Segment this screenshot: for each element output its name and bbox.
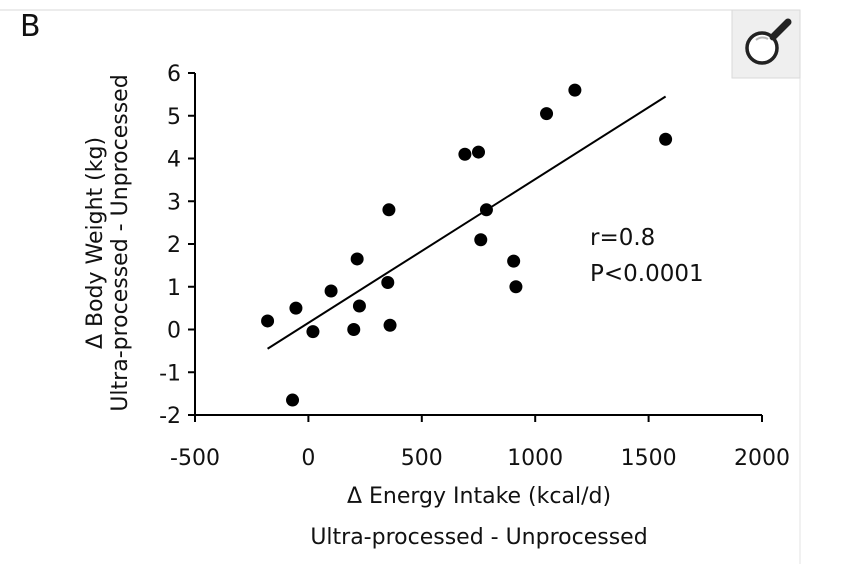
- data-point: [479, 203, 493, 217]
- data-point: [286, 393, 300, 407]
- x-tick-label: 1000: [507, 446, 563, 471]
- trend-line-group: [267, 95, 667, 350]
- data-point: [458, 147, 472, 161]
- x-tick-label: 0: [301, 446, 315, 471]
- data-point: [350, 252, 364, 266]
- p-value-label: P<0.0001: [590, 261, 704, 287]
- zoom-button[interactable]: [731, 9, 801, 79]
- x-tick-label: 1500: [621, 446, 677, 471]
- y-tick-label: 6: [167, 62, 181, 87]
- y-axis-title-line1: Δ Body Weight (kg): [83, 137, 108, 349]
- y-tick-label: 5: [167, 105, 181, 130]
- data-point: [509, 280, 523, 294]
- x-tick-label: 500: [401, 446, 443, 471]
- x-tick-labels: -500 0 500 1000 1500 2000: [170, 446, 790, 471]
- data-point: [568, 83, 582, 97]
- y-tick-label: 0: [167, 319, 181, 344]
- y-tick-labels: -2 -1 0 1 2 3 4 5 6: [159, 62, 181, 429]
- y-tick-label: -1: [159, 361, 181, 386]
- panel-label: B: [20, 9, 41, 44]
- correlation-label: r=0.8: [590, 225, 655, 251]
- data-point: [261, 314, 275, 328]
- y-axis-title: Δ Body Weight (kg) Ultra-processed - Unp…: [83, 74, 133, 411]
- data-point: [347, 323, 361, 336]
- data-point: [381, 275, 395, 289]
- y-tick-label: 1: [167, 276, 181, 301]
- y-tick-label: 3: [167, 190, 181, 215]
- x-tick-label: 2000: [734, 446, 790, 471]
- data-point: [507, 254, 521, 268]
- y-axis-title-line2: Ultra-processed - Unprocessed: [108, 74, 133, 411]
- data-point: [474, 233, 488, 247]
- data-point: [289, 301, 303, 315]
- data-point: [352, 299, 366, 313]
- y-tick-label: -2: [159, 404, 181, 429]
- data-points: [261, 83, 673, 407]
- x-axis-title-line1: Δ Energy Intake (kcal/d): [347, 484, 611, 509]
- y-tick-label: 2: [167, 233, 181, 258]
- data-point: [383, 318, 397, 332]
- x-axis-title-line2: Ultra-processed - Unprocessed: [310, 525, 647, 550]
- magnifier-icon: [745, 18, 792, 65]
- data-point: [540, 107, 554, 121]
- trend-line: [267, 95, 667, 350]
- data-point: [659, 132, 673, 146]
- y-tick-label: 4: [167, 148, 181, 173]
- data-point: [324, 284, 338, 298]
- data-point: [306, 325, 320, 339]
- data-point: [472, 145, 485, 159]
- x-tick-label: -500: [170, 446, 220, 471]
- data-point: [382, 203, 396, 217]
- tick-marks: [188, 72, 763, 422]
